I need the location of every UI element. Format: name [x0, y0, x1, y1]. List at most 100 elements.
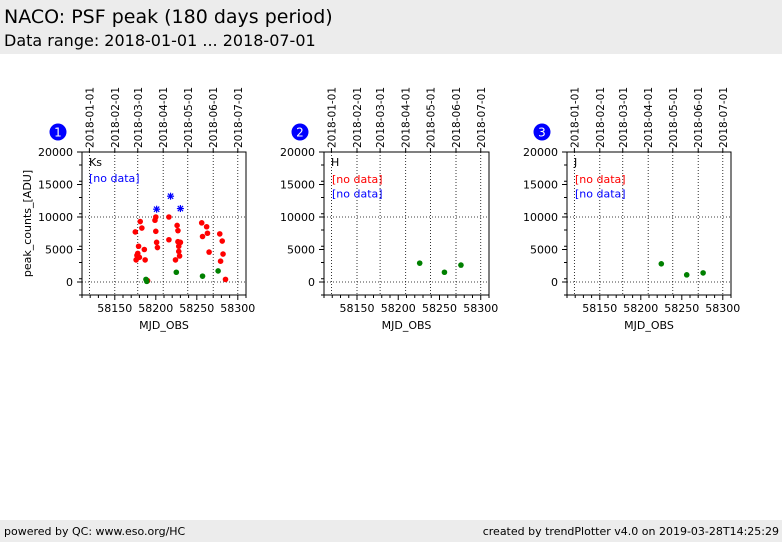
data-point-red — [199, 233, 206, 240]
date-tick-label: 2018-06-01 — [451, 87, 463, 148]
x-tick-label: 58200 — [623, 302, 658, 315]
data-point-green — [199, 273, 206, 279]
data-point-red — [216, 231, 223, 237]
y-tick-label: 15000 — [38, 179, 73, 192]
header-bar: NACO: PSF peak (180 days period) Data ra… — [0, 0, 782, 54]
date-tick-label: 2018-03-01 — [133, 87, 145, 148]
data-point-green — [173, 269, 180, 276]
no-data-label: [no data] — [575, 173, 626, 186]
data-point-red — [141, 246, 148, 253]
y-tick-label: 0 — [551, 276, 558, 289]
date-tick-label: 2018-01-01 — [326, 87, 338, 148]
data-point-red — [198, 220, 205, 226]
data-point-red — [206, 249, 212, 255]
data-point-red — [142, 257, 148, 263]
panel-badge — [49, 123, 67, 141]
data-point-green — [416, 260, 423, 266]
footer-powered-by: powered by QC: www.eso.org/HC — [4, 525, 186, 538]
data-point-red — [204, 230, 211, 237]
data-point-red — [175, 248, 182, 255]
panel-badge — [533, 123, 551, 141]
date-tick-label: 2018-04-01 — [643, 87, 655, 148]
y-tick-label: 5000 — [287, 244, 315, 257]
panel-number: 3 — [538, 126, 546, 140]
data-point-red — [166, 236, 172, 243]
y-tick-label: 10000 — [38, 211, 73, 224]
x-tick-label: 58200 — [138, 302, 173, 315]
data-point-red — [154, 244, 161, 251]
data-point-red — [132, 229, 139, 235]
date-tick-label: 2018-03-01 — [618, 87, 630, 148]
date-tick-label: 2018-05-01 — [668, 87, 680, 148]
x-axis-label: MJD_OBS — [139, 319, 189, 332]
data-point-green — [215, 268, 221, 274]
data-range-subtitle: Data range: 2018-01-01 ... 2018-07-01 — [4, 31, 316, 50]
filter-label: Ks — [89, 156, 102, 169]
footer-bar: powered by QC: www.eso.org/HC created by… — [0, 520, 782, 542]
date-tick-label: 2018-06-01 — [693, 87, 705, 148]
y-tick-label: 15000 — [523, 179, 558, 192]
x-tick-label: 58300 — [220, 302, 255, 315]
data-point-red — [153, 214, 159, 220]
date-tick-label: 2018-02-01 — [595, 87, 607, 148]
data-point-green — [683, 272, 690, 278]
data-point-red — [174, 222, 180, 229]
x-tick-label: 58250 — [422, 302, 457, 315]
trend-plots: 1 2018-01-01 2018-02-01 2018-03-01 2018-04-0… — [21, 87, 740, 332]
y-tick-label: 20000 — [523, 146, 558, 159]
no-data-label: [no data] — [575, 188, 626, 201]
data-point-red — [135, 243, 142, 250]
date-tick-label: 2018-07-01 — [718, 87, 730, 148]
no-data-label: [no data] — [332, 173, 383, 186]
date-tick-label: 2018-05-01 — [183, 87, 195, 148]
y-tick-label: 15000 — [280, 179, 315, 192]
date-tick-label: 2018-07-01 — [476, 87, 488, 148]
date-tick-label: 2018-04-01 — [401, 87, 413, 148]
y-tick-label: 0 — [308, 276, 315, 289]
date-tick-label: 2018-04-01 — [158, 87, 170, 148]
panel-badge — [291, 123, 309, 141]
y-tick-label: 20000 — [38, 146, 73, 159]
filter-label: H — [331, 156, 339, 169]
data-point-red — [153, 239, 160, 246]
panel-number: 2 — [296, 126, 304, 140]
x-tick-label: 58250 — [179, 302, 214, 315]
data-point-green — [700, 270, 706, 276]
data-point-red — [176, 253, 183, 259]
data-point-red — [220, 251, 226, 257]
x-tick-label: 58150 — [340, 302, 375, 315]
data-point-blue-d2 — [167, 193, 174, 200]
data-point-green — [143, 278, 150, 285]
data-point-red — [139, 225, 145, 231]
date-tick-label: 2018-03-01 — [375, 87, 387, 148]
date-tick-label: 2018-07-01 — [233, 87, 245, 148]
data-point-red — [153, 228, 159, 235]
data-point-red — [136, 254, 143, 261]
data-point-blue-d2 — [177, 205, 184, 212]
x-axis-label: MJD_OBS — [382, 319, 432, 332]
data-point-green — [458, 262, 464, 268]
date-tick-label: 2018-01-01 — [569, 87, 581, 148]
y-tick-label: 10000 — [280, 211, 315, 224]
y-tick-label: 0 — [66, 276, 73, 289]
data-point-green — [658, 261, 665, 267]
y-tick-label: 20000 — [280, 146, 315, 159]
y-tick-label: 5000 — [530, 244, 558, 257]
data-point-red — [137, 218, 144, 225]
data-point-red — [217, 258, 224, 265]
y-tick-label: 5000 — [45, 244, 73, 257]
footer-created-by: created by trendPlotter v4.0 on 2019-03-… — [482, 525, 779, 538]
panel-number: 1 — [54, 126, 62, 140]
no-data-label: [no data] — [89, 172, 140, 185]
data-point-red — [177, 239, 184, 246]
date-tick-label: 2018-02-01 — [352, 87, 364, 148]
date-tick-label: 2018-02-01 — [110, 87, 122, 148]
x-tick-label: 58150 — [582, 302, 617, 315]
data-point-red — [166, 214, 172, 220]
y-tick-label: 10000 — [523, 211, 558, 224]
date-tick-label: 2018-01-01 — [84, 87, 96, 148]
x-tick-label: 58150 — [97, 302, 132, 315]
data-point-red — [219, 238, 226, 244]
date-tick-label: 2018-05-01 — [425, 87, 437, 148]
x-tick-label: 58300 — [463, 302, 498, 315]
